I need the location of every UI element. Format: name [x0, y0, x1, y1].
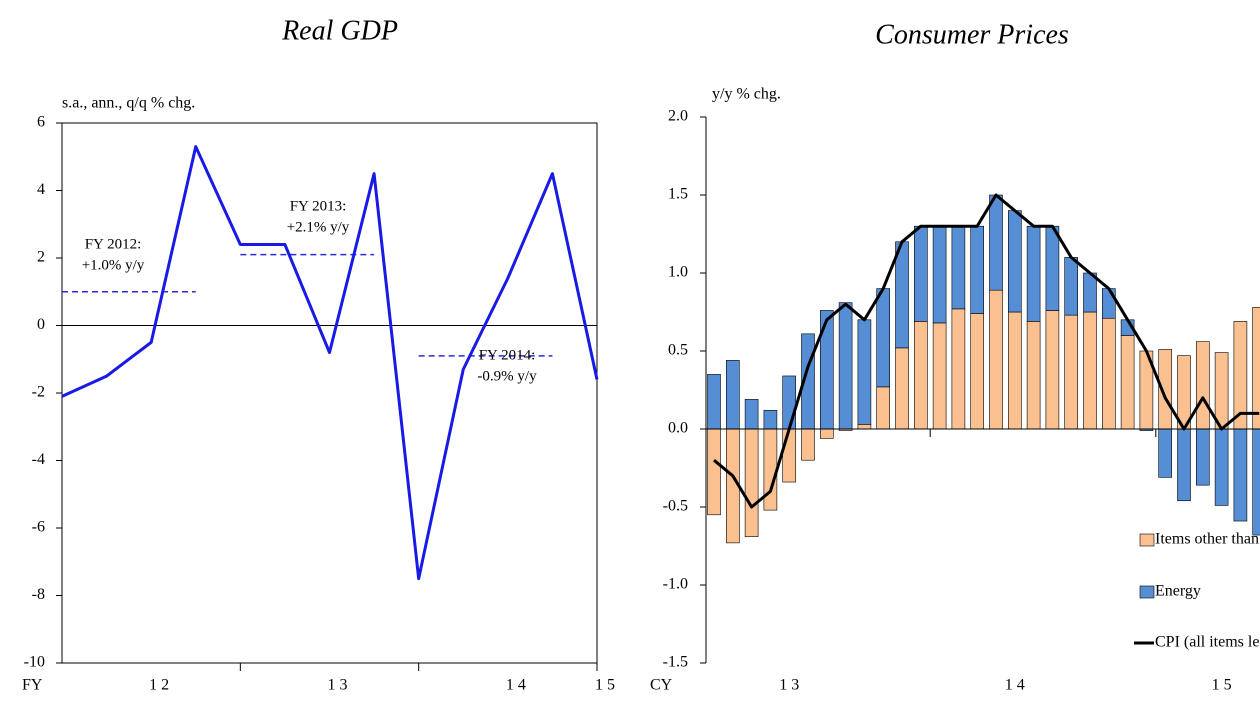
y-tick-label: -1.0	[663, 576, 688, 593]
bar	[913, 321, 928, 430]
bar	[819, 428, 834, 439]
bar	[744, 399, 759, 430]
bar	[838, 302, 853, 430]
y-tick-label: -8	[32, 586, 45, 603]
bar	[989, 194, 1003, 291]
y-tick-label: -1.5	[663, 654, 688, 671]
bar	[1177, 355, 1191, 430]
bar	[1007, 210, 1022, 313]
bar	[895, 241, 909, 349]
bar	[913, 225, 928, 322]
annotation: FY 2013:	[290, 198, 347, 214]
y-tick-label: -0.5	[663, 498, 688, 515]
x-axis-label: CY	[650, 677, 673, 694]
bar	[1102, 317, 1116, 430]
bar	[782, 428, 797, 483]
annotation: -0.9% y/y	[477, 368, 537, 384]
line	[61, 145, 599, 581]
bar	[932, 322, 947, 430]
bar	[1064, 314, 1078, 430]
bar	[951, 308, 966, 430]
annotation: FY 2012:	[85, 236, 142, 252]
bar	[1158, 428, 1172, 478]
bar	[876, 288, 891, 388]
legend-label: Energy	[1155, 583, 1201, 600]
legend-swatch	[1139, 585, 1155, 599]
legend-swatch	[1139, 533, 1155, 547]
bar	[1045, 310, 1060, 430]
bar	[1007, 311, 1022, 430]
bar	[1214, 352, 1229, 430]
bar	[1102, 288, 1116, 319]
y-tick-label: 2.0	[668, 108, 688, 125]
bar	[1177, 428, 1191, 502]
y-tick-label: -2	[32, 384, 45, 401]
y-tick-label: -6	[32, 519, 45, 536]
y-tick-label: 0	[37, 316, 45, 333]
line	[713, 193, 1260, 509]
y-tick-label: 1.0	[668, 264, 688, 281]
x-tick-label: 1 5	[595, 677, 615, 694]
chart-title: Real GDP	[281, 15, 398, 46]
bar	[725, 360, 740, 430]
bar	[707, 428, 721, 516]
y-tick-label: -10	[24, 654, 45, 671]
y-tick-label: 6	[37, 114, 45, 131]
bar	[1083, 311, 1097, 430]
annotation: FY 2014:	[479, 347, 536, 363]
x-tick-label: 1 4	[1005, 677, 1025, 694]
bar	[1064, 257, 1078, 316]
x-tick-label: 1 5	[1212, 677, 1232, 694]
bar	[1252, 307, 1260, 430]
x-tick-label: 1 3	[328, 677, 348, 694]
bar	[932, 225, 947, 324]
x-axis-label: FY	[22, 677, 43, 694]
annotation: +1.0% y/y	[82, 257, 145, 273]
bar	[763, 409, 778, 430]
y-tick-label: 1.5	[668, 186, 688, 203]
bar	[1214, 428, 1229, 506]
bar	[1120, 335, 1135, 430]
bar	[1252, 428, 1260, 536]
annotation: +2.1% y/y	[287, 219, 350, 235]
bar	[895, 347, 909, 430]
y-tick-label: 0.0	[668, 420, 688, 437]
bar	[876, 386, 891, 430]
x-tick-label: 1 3	[779, 677, 799, 694]
bar	[801, 428, 815, 461]
y-tick-label: 0.5	[668, 342, 688, 359]
bar	[857, 319, 872, 425]
chart-title: Consumer Prices	[875, 19, 1069, 50]
bar	[1083, 272, 1097, 313]
legend-label: CPI (all items less fresh food)	[1155, 634, 1260, 651]
bar	[857, 424, 872, 430]
bar	[970, 313, 985, 430]
bar	[707, 374, 721, 430]
bar	[763, 428, 778, 511]
bar	[1196, 341, 1210, 430]
bar	[1233, 428, 1248, 522]
y-tick-label: 2	[37, 249, 45, 266]
x-tick-label: 1 2	[149, 677, 169, 694]
bar	[951, 225, 966, 310]
bar	[782, 375, 797, 430]
bar	[744, 428, 759, 537]
bar	[1196, 428, 1210, 486]
bar	[1026, 321, 1041, 430]
bar	[1045, 225, 1060, 311]
bar	[970, 225, 985, 314]
x-tick-label: 1 4	[506, 677, 526, 694]
y-tick-label: 4	[37, 181, 45, 198]
legend-label: Items other than energy	[1155, 531, 1260, 548]
bar	[1026, 225, 1041, 322]
bar	[989, 289, 1003, 430]
y-tick-label: -4	[32, 451, 45, 468]
y-axis-label: y/y % chg.	[712, 86, 781, 103]
y-axis-label: s.a., ann., q/q % chg.	[62, 95, 195, 112]
